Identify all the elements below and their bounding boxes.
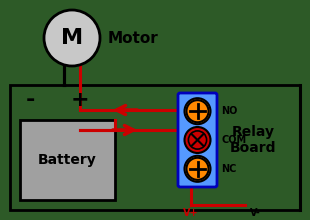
- Text: -: -: [25, 90, 35, 110]
- Text: Motor: Motor: [108, 31, 159, 46]
- Text: NO: NO: [221, 106, 237, 116]
- Text: Battery: Battery: [38, 153, 97, 167]
- FancyBboxPatch shape: [178, 93, 217, 187]
- Text: V+: V+: [183, 208, 198, 218]
- Circle shape: [184, 127, 210, 153]
- Text: V-: V-: [250, 208, 260, 218]
- Text: +: +: [71, 90, 89, 110]
- Circle shape: [184, 156, 210, 182]
- Bar: [20, 120, 115, 200]
- Text: COM: COM: [221, 135, 246, 145]
- Text: Relay
Board: Relay Board: [230, 125, 276, 155]
- Text: NC: NC: [221, 164, 236, 174]
- Circle shape: [44, 10, 100, 66]
- Bar: [10, 85, 300, 210]
- Text: M: M: [61, 28, 83, 48]
- Circle shape: [184, 98, 210, 124]
- Circle shape: [188, 131, 206, 149]
